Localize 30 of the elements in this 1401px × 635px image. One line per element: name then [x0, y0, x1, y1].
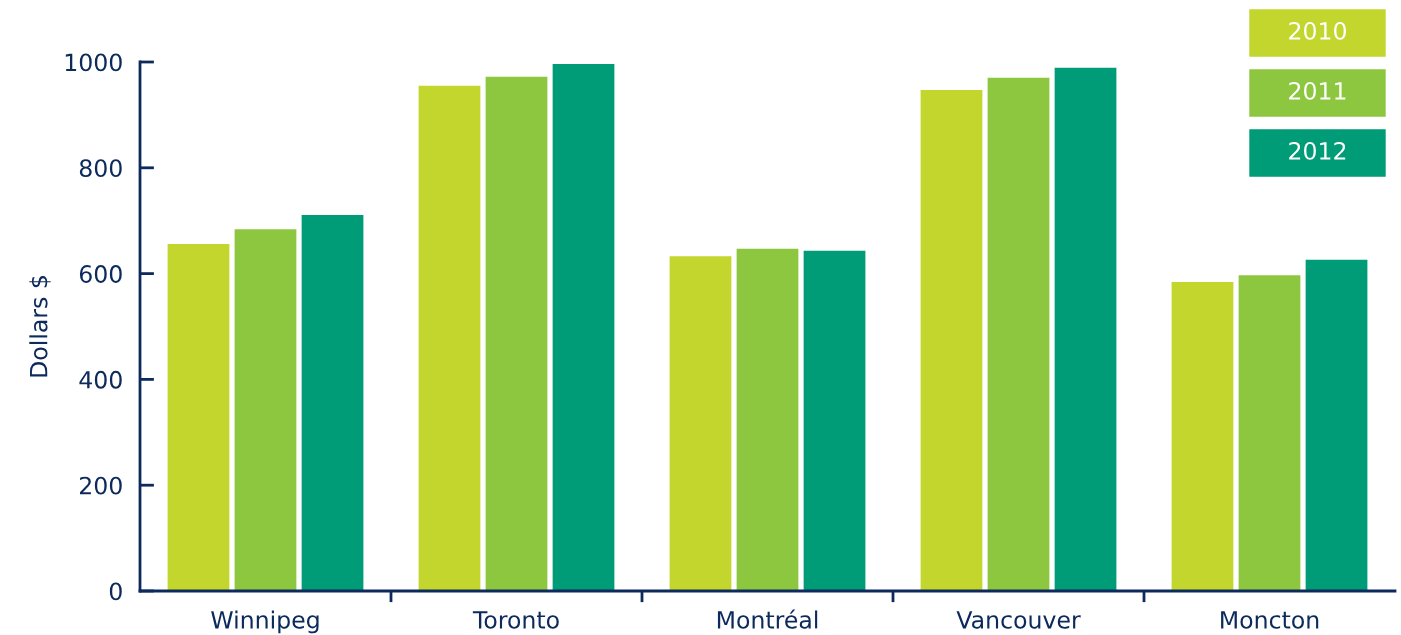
y-tick-label: 0 [109, 582, 122, 601]
bar [167, 243, 230, 591]
bar [803, 250, 866, 591]
bar [552, 64, 615, 591]
bar [485, 76, 548, 591]
bar [736, 248, 799, 591]
bar [1238, 275, 1301, 591]
x-tick-label: Winnipeg [211, 610, 319, 634]
bar [234, 229, 297, 591]
text: 2011 [1289, 81, 1346, 100]
y-tick-label: 1000 [65, 53, 122, 72]
bar [920, 90, 983, 591]
y-tick-label: 400 [79, 370, 122, 389]
x-tick-label: Vancouver [956, 611, 1081, 629]
x-tick-label: Moncton [1221, 611, 1319, 629]
bar [1054, 67, 1117, 591]
y-tick-label: 800 [79, 159, 122, 178]
x-tick-label: Toronto [472, 611, 559, 629]
y-tick-label: 600 [79, 265, 122, 283]
text: 2010 [1289, 21, 1346, 40]
y-axis-title: Dollars $ [29, 276, 51, 377]
text: 2012 [1289, 141, 1346, 160]
bar [301, 214, 364, 591]
bar [669, 256, 732, 591]
y-tick-label: 200 [80, 476, 122, 495]
bar [987, 77, 1050, 591]
bar [1171, 282, 1234, 591]
bar [418, 85, 481, 591]
bar [1305, 259, 1368, 591]
x-tick-label: Montréal [717, 609, 818, 629]
